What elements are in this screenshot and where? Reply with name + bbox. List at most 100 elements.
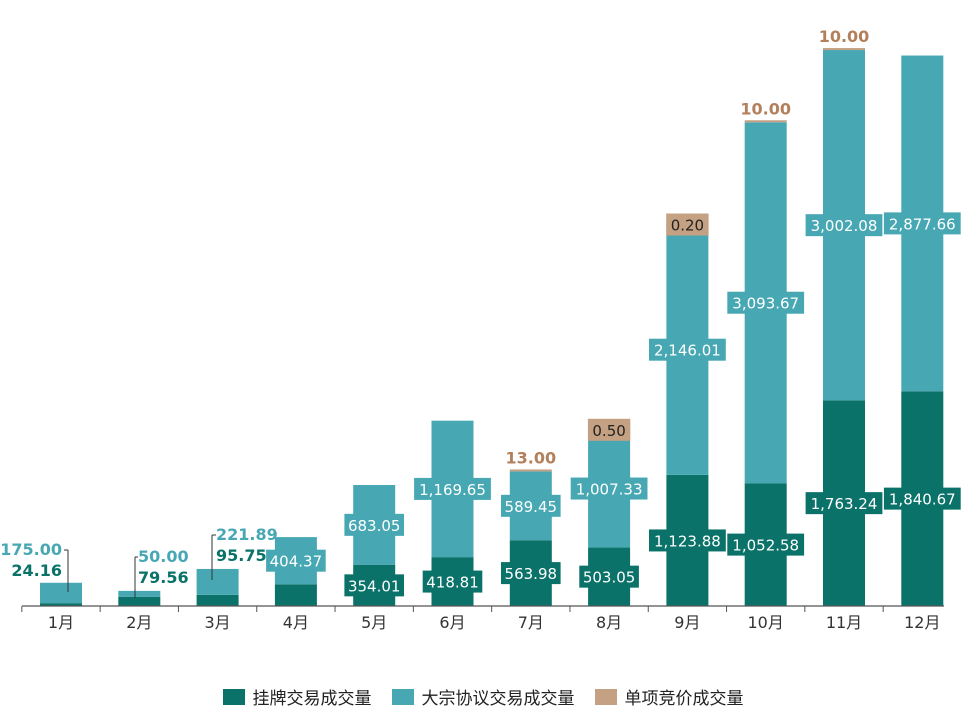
data-label-1-8: 2,146.01 (649, 338, 726, 361)
legend-label-listed: 挂牌交易成交量 (252, 689, 372, 709)
data-label-0-9-text: 1,052.58 (732, 537, 799, 555)
data-label-2-6: 13.00 (505, 448, 556, 467)
bar-2-6 (509, 469, 552, 472)
data-label-1-7-bg (570, 477, 648, 500)
data-label-1-5-bg (414, 477, 491, 500)
data-label-0-11-text: 1,840.67 (889, 491, 956, 509)
x-tick-label-8: 9月 (674, 613, 700, 632)
legend-label-auction: 单项竞价成交量 (624, 689, 744, 709)
data-label-2-7: 0.50 (587, 418, 631, 441)
bar-2-9 (744, 120, 787, 123)
data-label-1-7-text: 1,007.33 (576, 481, 643, 499)
x-tick-label-2: 3月 (205, 613, 231, 632)
data-label-2-8-bg (666, 213, 709, 236)
data-label-2-7-bg (587, 418, 631, 441)
data-label-0-5-text: 418.81 (426, 574, 479, 592)
data-label-1-8-text: 2,146.01 (654, 342, 721, 360)
data-label-2-8-text: 0.20 (671, 217, 704, 235)
data-label-1-4-text: 683.05 (348, 517, 401, 535)
data-label-0-9-bg (727, 533, 805, 556)
data-label-2-10: 10.00 (819, 27, 870, 46)
legend: 挂牌交易成交量 大宗协议交易成交量 单项竞价成交量 (0, 684, 966, 709)
data-label-1-9-text: 3,093.67 (732, 295, 799, 313)
x-tick-label-7: 8月 (596, 613, 622, 632)
data-label-0-2: 95.75 (216, 546, 267, 565)
data-label-0-8: 1,123.88 (649, 529, 726, 552)
legend-item-listed: 挂牌交易成交量 (222, 684, 372, 709)
data-label-0-5-bg (422, 570, 483, 593)
data-label-1-4-bg (344, 513, 404, 536)
bar-0-0 (40, 603, 82, 606)
bar-0-1 (118, 596, 161, 606)
data-label-1-10-text: 3,002.08 (811, 217, 878, 235)
data-label-0-4-bg (344, 574, 404, 597)
data-label-0-10-bg (805, 492, 883, 515)
data-label-0-7-bg (579, 565, 639, 588)
bar-1-0 (40, 582, 82, 604)
data-label-0-7: 503.05 (579, 565, 639, 588)
x-tick-label-10: 11月 (826, 613, 862, 632)
legend-label-block: 大宗协议交易成交量 (421, 689, 575, 709)
legend-item-block: 大宗协议交易成交量 (391, 684, 575, 709)
x-tick-label-5: 6月 (439, 613, 465, 632)
legend-swatch-block (391, 688, 414, 705)
data-label-2-8: 0.20 (666, 213, 709, 236)
data-label-2-7-text: 0.50 (592, 422, 625, 440)
bar-1-2 (196, 568, 239, 595)
data-label-1-3-text: 404.37 (270, 553, 323, 571)
data-label-0-6-bg (501, 562, 561, 585)
bar-0-3 (274, 584, 317, 606)
data-label-0-9: 1,052.58 (727, 533, 805, 556)
data-label-1-0: 175.00 (0, 540, 62, 559)
data-label-0-1: 79.56 (138, 568, 189, 587)
x-tick-label-9: 10月 (748, 613, 784, 632)
data-label-0-10: 1,763.24 (805, 492, 883, 515)
data-label-0-4: 354.01 (344, 574, 404, 597)
data-label-0-8-text: 1,123.88 (654, 532, 721, 550)
data-label-1-4: 683.05 (344, 513, 404, 536)
legend-swatch-auction (594, 688, 617, 705)
data-label-0-5: 418.81 (422, 570, 483, 593)
data-label-1-11: 2,877.66 (883, 212, 961, 235)
bar-1-1 (118, 590, 161, 597)
legend-item-auction: 单项竞价成交量 (594, 684, 744, 709)
data-label-2-9: 10.00 (740, 99, 791, 118)
x-tick-label-11: 12月 (904, 613, 940, 632)
data-label-0-10-text: 1,763.24 (811, 495, 878, 513)
data-label-1-3-bg (266, 549, 326, 572)
x-tick-label-4: 5月 (361, 613, 387, 632)
data-label-1-6: 589.45 (501, 494, 561, 517)
data-label-0-6-text: 563.98 (505, 565, 558, 583)
data-label-1-8-bg (649, 338, 726, 361)
data-label-1-9: 3,093.67 (727, 291, 805, 314)
x-tick-label-3: 4月 (283, 613, 309, 632)
x-tick-label-6: 7月 (518, 613, 544, 632)
data-label-0-11: 1,840.67 (883, 487, 961, 510)
data-label-1-11-bg (883, 212, 961, 235)
data-label-0-0: 24.16 (11, 561, 62, 580)
data-label-0-8-bg (649, 529, 726, 552)
data-label-1-1: 50.00 (138, 547, 189, 566)
x-tick-label-1: 2月 (126, 613, 152, 632)
legend-swatch-listed (222, 688, 245, 705)
data-label-1-5-text: 1,169.65 (419, 481, 486, 499)
data-label-1-10-bg (805, 214, 883, 237)
data-label-1-2: 221.89 (216, 525, 278, 544)
data-label-1-9-bg (727, 291, 805, 314)
data-label-1-6-text: 589.45 (505, 498, 558, 516)
data-label-0-6: 563.98 (501, 562, 561, 585)
bar-0-2 (196, 594, 239, 606)
data-label-1-5: 1,169.65 (414, 477, 491, 500)
bar-2-10 (823, 48, 865, 51)
data-label-1-11-text: 2,877.66 (889, 215, 956, 233)
data-label-1-3: 404.37 (266, 549, 326, 572)
data-label-0-4-text: 354.01 (348, 577, 401, 595)
data-label-1-6-bg (501, 494, 561, 517)
data-label-1-10: 3,002.08 (805, 214, 883, 237)
x-tick-label-0: 1月 (48, 613, 74, 632)
data-label-0-7-text: 503.05 (583, 569, 636, 587)
data-label-1-7: 1,007.33 (570, 477, 648, 500)
data-label-0-11-bg (883, 487, 961, 510)
